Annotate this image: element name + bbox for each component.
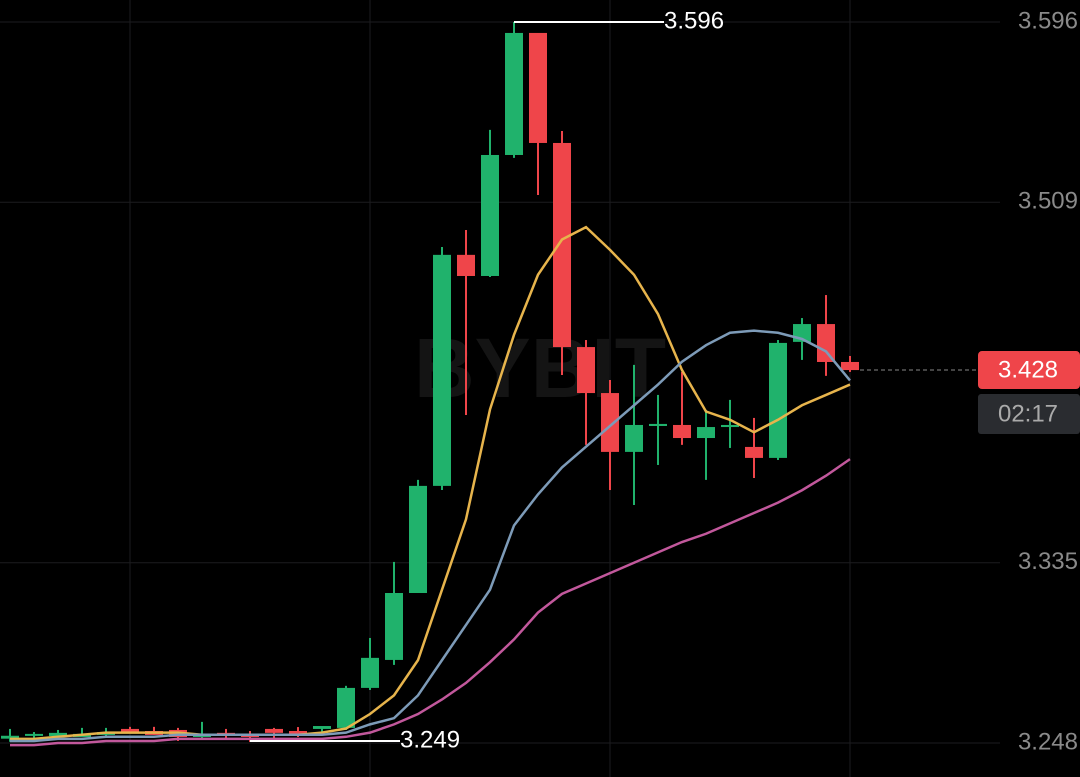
candle-body — [697, 427, 715, 439]
candle-body — [721, 424, 739, 428]
moving-average-line — [10, 329, 851, 743]
candle-body — [385, 593, 403, 660]
candle-body — [433, 254, 451, 486]
moving-average-line — [10, 458, 851, 747]
candle-body — [769, 342, 787, 458]
candle-body — [577, 347, 595, 394]
candle-body — [649, 423, 667, 427]
candle-body — [841, 361, 859, 371]
watermark: BYBIT — [414, 321, 666, 415]
countdown-label: 02:17 — [998, 400, 1058, 427]
candle-body — [121, 728, 139, 733]
candle-body — [265, 728, 283, 733]
countdown-tag — [978, 394, 1080, 435]
candle-body — [457, 254, 475, 276]
candle-body — [25, 733, 43, 736]
moving-average-line — [10, 225, 851, 741]
candle-body — [601, 393, 619, 452]
candle-body — [409, 485, 427, 594]
candle-body — [817, 324, 835, 362]
candle-body — [1, 735, 19, 739]
candle-body — [289, 731, 307, 735]
candle-body — [673, 424, 691, 439]
candle-body — [505, 32, 523, 155]
candle-body — [745, 446, 763, 458]
high-marker-label: 3.596 — [664, 7, 724, 34]
candle-body — [49, 732, 67, 736]
y-tick-label: 3.509 — [1018, 188, 1078, 215]
low-marker-label: 3.249 — [400, 726, 460, 753]
y-tick-label: 3.248 — [1018, 728, 1078, 755]
candle-body — [337, 687, 355, 728]
candle-body — [553, 142, 571, 348]
y-tick-label: 3.335 — [1018, 548, 1078, 575]
last-price-tag — [978, 351, 1080, 390]
candle-body — [313, 726, 331, 729]
candle-body — [625, 424, 643, 452]
candle-body — [529, 32, 547, 143]
candle-body — [361, 657, 379, 688]
y-tick-label: 3.596 — [1018, 7, 1078, 34]
last-price-label: 3.428 — [998, 356, 1058, 383]
candle-body — [481, 154, 499, 276]
